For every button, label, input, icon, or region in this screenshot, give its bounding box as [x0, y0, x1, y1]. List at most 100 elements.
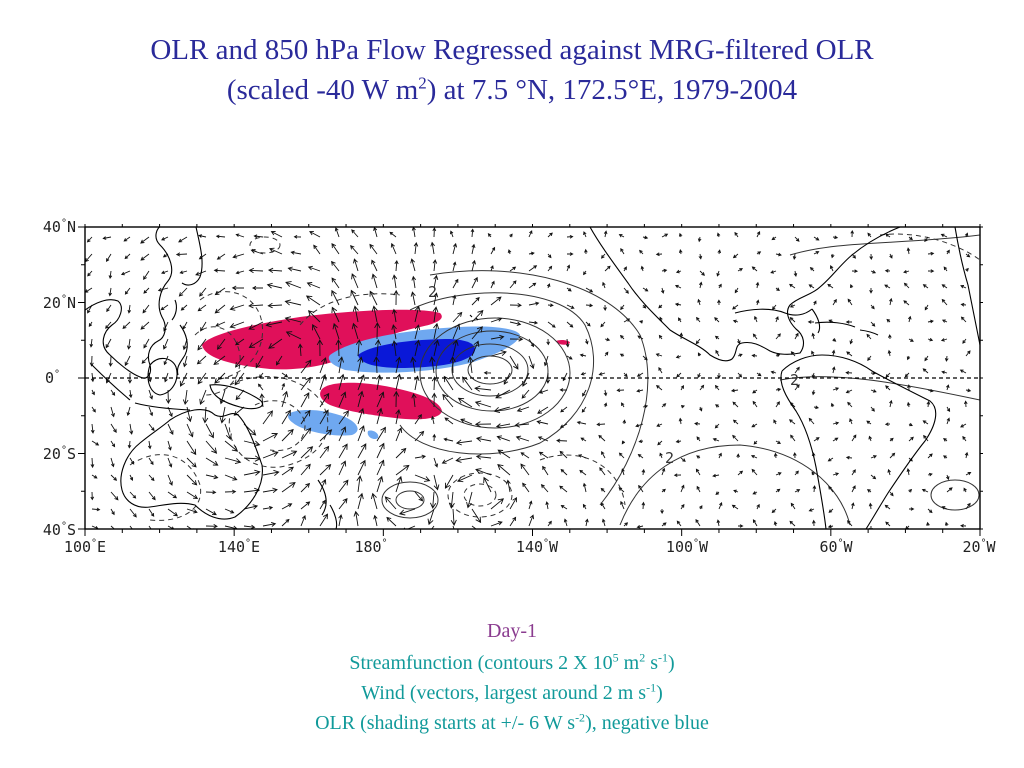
lon-label-deg: 140 — [515, 538, 544, 556]
lat-label-hem: S — [66, 521, 76, 539]
contour-ring — [451, 343, 529, 397]
wind-vector — [600, 321, 606, 328]
wind-vector — [867, 355, 872, 362]
wind-vector — [794, 236, 800, 242]
wind-vector — [566, 287, 572, 292]
lat-label-deg: 0 — [44, 369, 54, 387]
title-line-1: OLR and 850 hPa Flow Regressed against M… — [150, 34, 874, 66]
wind-vector — [248, 302, 264, 309]
wind-vector — [585, 321, 591, 327]
wind-vector — [148, 389, 154, 400]
wind-caption: Wind (vectors, largest around 2 m s-1) — [0, 678, 1024, 708]
wind-vector — [442, 393, 454, 408]
wind-vector — [127, 440, 132, 449]
wind-vector — [229, 304, 245, 311]
wind-vector — [846, 520, 853, 527]
wind-vector — [620, 248, 625, 255]
wind-vector — [235, 233, 245, 238]
wind-vector — [944, 521, 949, 527]
wind-vector — [584, 338, 589, 345]
wind-vector — [618, 234, 625, 238]
wind-vector — [699, 270, 705, 276]
wind-vector — [943, 455, 948, 459]
wind-vector — [736, 453, 740, 459]
wind-vector — [371, 259, 378, 272]
wind-vector — [849, 418, 853, 425]
wind-vector — [455, 456, 473, 463]
lat-label-deg: 20 — [42, 294, 61, 312]
wind-vector — [960, 285, 967, 289]
lat-label-hem: S — [66, 445, 76, 463]
wind-vector — [921, 488, 929, 493]
wind-vector — [695, 519, 701, 527]
wind-vector — [200, 321, 207, 332]
wind-vector — [889, 452, 896, 459]
wind-vector — [737, 372, 743, 378]
wind-vector — [300, 392, 310, 408]
wind-vector — [737, 268, 744, 272]
wind-vector — [395, 447, 407, 459]
wind-vector — [542, 465, 549, 476]
caption-sup: 5 — [612, 650, 619, 665]
wind-vector — [538, 389, 549, 394]
wind-vector — [231, 285, 245, 291]
wind-vector — [536, 420, 549, 425]
contour-ring — [930, 479, 980, 511]
wind-vector — [495, 389, 511, 399]
contour-line — [789, 234, 980, 256]
wind-vector — [832, 437, 839, 442]
wind-vector — [102, 236, 112, 240]
wind-vector — [509, 266, 517, 272]
wind-vector — [167, 491, 178, 499]
wind-vector — [677, 317, 682, 323]
wind-vector — [452, 261, 457, 272]
caption-text: m — [618, 652, 640, 674]
wind-vector — [941, 298, 948, 306]
wind-vector — [410, 356, 417, 374]
wind-vector — [945, 474, 950, 481]
wind-vector — [142, 304, 150, 314]
wind-vector — [224, 474, 238, 481]
lat-label-40s: 40°S — [14, 521, 76, 539]
wind-vector — [235, 270, 245, 275]
wind-vector — [618, 487, 625, 493]
wind-vector — [413, 241, 419, 255]
wind-vector — [331, 306, 340, 323]
wind-vector — [718, 283, 722, 289]
wind-vector — [775, 252, 782, 257]
wind-vector — [319, 357, 327, 374]
wind-vector — [432, 259, 438, 272]
wind-vector — [576, 420, 587, 425]
wind-vector — [369, 243, 378, 255]
wind-vector — [946, 417, 950, 425]
wind-vector — [540, 483, 549, 493]
olr-caption: OLR (shading starts at +/- 6 W s-2), neg… — [0, 708, 1024, 738]
wind-vector — [432, 433, 437, 442]
wind-vector — [884, 284, 891, 289]
wind-vector — [661, 522, 667, 527]
north-america — [589, 227, 901, 362]
wind-vector — [319, 445, 330, 459]
contour-ring — [381, 481, 439, 519]
wind-vector — [205, 508, 217, 516]
wind-vector — [698, 253, 703, 260]
wind-vector — [148, 474, 155, 482]
taiwan-philippines — [171, 299, 188, 376]
wind-vector — [906, 355, 911, 361]
wind-vector — [794, 470, 799, 476]
wind-vector — [281, 503, 293, 510]
wind-vector — [866, 420, 872, 425]
wind-vector — [243, 504, 259, 510]
wind-vector — [813, 236, 820, 241]
wind-vector — [430, 241, 435, 255]
wind-vector — [638, 320, 644, 324]
wind-vector — [751, 266, 758, 272]
wind-vector — [908, 338, 914, 342]
contour-label: 2 — [665, 449, 674, 467]
wind-vector — [124, 253, 131, 260]
wind-vector — [661, 233, 669, 238]
wind-vector — [601, 518, 606, 527]
lat-label-20s: 20°S — [14, 445, 76, 463]
wind-vector — [122, 321, 131, 330]
wind-vector — [732, 419, 739, 425]
